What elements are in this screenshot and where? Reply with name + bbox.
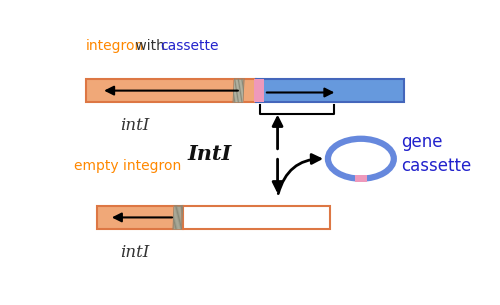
- Text: intI: intI: [120, 244, 150, 261]
- Text: cassette: cassette: [160, 39, 219, 53]
- Text: IntI: IntI: [188, 144, 232, 164]
- Text: with: with: [131, 39, 169, 53]
- Bar: [173, 206, 182, 229]
- Bar: [254, 79, 264, 102]
- Bar: [98, 206, 182, 229]
- Bar: [182, 206, 330, 229]
- Bar: [256, 79, 404, 102]
- Bar: [233, 79, 242, 102]
- Bar: [86, 79, 256, 102]
- Text: intI: intI: [120, 117, 150, 134]
- Text: integron: integron: [86, 39, 144, 53]
- Bar: [354, 175, 367, 182]
- Text: empty integron: empty integron: [74, 159, 182, 173]
- Text: gene
cassette: gene cassette: [402, 133, 472, 175]
